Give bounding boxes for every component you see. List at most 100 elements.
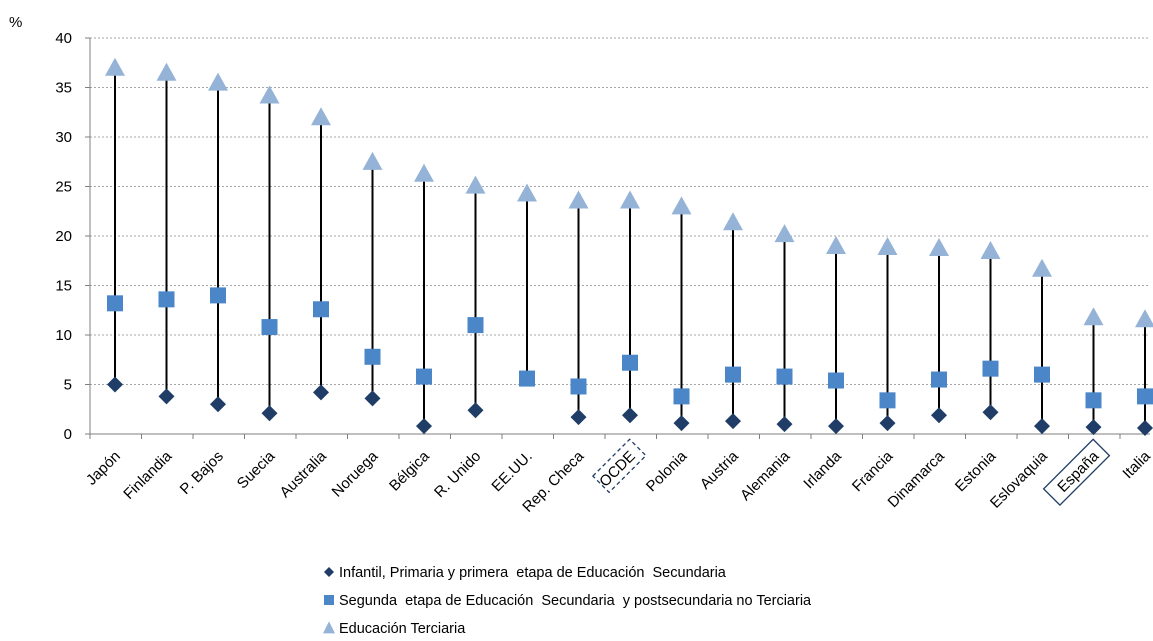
legend: Infantil, Primaria y primera etapa de Ed… [323, 565, 812, 637]
primary-marker [416, 418, 432, 435]
y-tick-label: 25 [55, 179, 72, 196]
x-tick-label: Polonia [643, 447, 691, 495]
legend-label-series-2: Segunda etapa de Educación Secundaria y … [339, 593, 812, 609]
legend-item-series-1: Infantil, Primaria y primera etapa de Ed… [324, 565, 727, 581]
primary-marker [828, 418, 844, 435]
x-tick-label: Japón [83, 448, 124, 489]
secondary-marker [1137, 388, 1153, 405]
y-tick-label: 15 [55, 278, 72, 295]
secondary-marker [416, 368, 432, 385]
highlight-box [591, 438, 647, 494]
tertiary-marker [259, 85, 280, 104]
y-tick-labels: 0 5 10 15 20 25 30 35 40 [55, 30, 90, 443]
primary-marker [1034, 418, 1050, 435]
secondary-marker [776, 368, 793, 385]
tertiary-marker [465, 175, 486, 194]
legend-item-series-2: Segunda etapa de Educación Secundaria y … [324, 593, 812, 609]
tertiary-marker [671, 196, 692, 215]
tertiary-marker [877, 236, 898, 255]
data-markers [105, 57, 1153, 437]
x-tick-label: EE.UU. [488, 448, 535, 495]
x-tick-label: Dinamarca [885, 447, 949, 511]
secondary-marker [107, 295, 123, 312]
y-axis-label: % [9, 14, 22, 31]
primary-marker [982, 404, 999, 421]
tertiary-marker [105, 57, 125, 76]
legend-diamond-marker [324, 567, 334, 577]
primary-marker [313, 384, 329, 401]
x-tick-label: Alemania [737, 447, 794, 504]
tertiary-marker [1135, 309, 1153, 328]
tertiary-marker [774, 224, 795, 243]
primary-marker [570, 409, 587, 426]
x-tick-label: Bélgica [386, 447, 433, 494]
x-tick-label: Estonia [952, 447, 1000, 495]
secondary-marker [519, 370, 535, 387]
y-tick-label: 20 [55, 228, 72, 245]
primary-marker [879, 415, 896, 432]
primary-marker [107, 376, 123, 393]
tertiary-marker [980, 240, 1001, 259]
legend-item-series-3: Educación Terciaria [323, 621, 466, 637]
legend-label-series-1: Infantil, Primaria y primera etapa de Ed… [339, 565, 727, 581]
primary-marker [210, 396, 226, 413]
secondary-marker [828, 372, 844, 389]
x-tick-label: Noruega [329, 447, 382, 500]
tertiary-marker [517, 183, 537, 202]
x-tick-label: Australia [277, 447, 331, 501]
y-tick-label: 10 [55, 327, 72, 344]
tertiary-marker [826, 236, 846, 254]
primary-marker [725, 413, 741, 430]
y-tick-label: 5 [64, 377, 72, 394]
x-tick-label: Italia [1119, 447, 1153, 482]
secondary-marker [313, 301, 329, 318]
axes [89, 38, 1150, 439]
secondary-marker [261, 319, 278, 336]
secondary-marker [982, 360, 999, 377]
secondary-marker [931, 371, 947, 388]
secondary-marker [1034, 366, 1050, 383]
secondary-marker [158, 291, 175, 308]
secondary-marker [622, 354, 638, 371]
tertiary-marker [1083, 307, 1104, 326]
y-tick-label: 30 [55, 129, 72, 146]
tertiary-marker [620, 190, 640, 209]
x-tick-label: Finlandia [120, 447, 176, 503]
y-tick-label: 0 [64, 426, 72, 443]
primary-marker [364, 390, 381, 407]
x-tick-label: Suecia [234, 447, 279, 492]
secondary-marker [364, 348, 381, 365]
x-tick-label: Francia [849, 447, 897, 495]
secondary-marker [673, 388, 690, 405]
legend-square-marker [324, 595, 334, 605]
primary-marker [622, 407, 638, 424]
x-tick-label: Austria [697, 447, 742, 492]
y-tick-label: 35 [55, 80, 72, 97]
primary-marker [776, 416, 793, 433]
primary-marker [261, 405, 278, 422]
range-lines [114, 67, 1146, 429]
highlight-box [1042, 438, 1111, 507]
secondary-marker [210, 287, 226, 304]
tertiary-marker [723, 212, 743, 231]
secondary-marker [1085, 392, 1102, 409]
secondary-marker [467, 317, 484, 334]
tertiary-marker [311, 107, 331, 126]
secondary-marker [879, 392, 896, 409]
x-tick-label: P. Bajos [177, 448, 227, 498]
category-highlights [591, 438, 1111, 507]
x-tick-label: Irlanda [800, 447, 845, 492]
tertiary-marker [156, 62, 177, 81]
legend-label-series-3: Educación Terciaria [339, 621, 466, 637]
tertiary-marker [414, 163, 434, 182]
x-tick-label: R. Unido [431, 448, 484, 501]
primary-marker [1137, 420, 1153, 437]
primary-marker [467, 402, 484, 419]
primary-marker [158, 388, 175, 405]
y-tick-label: 40 [55, 30, 72, 47]
tertiary-marker [362, 151, 383, 170]
secondary-marker [725, 366, 741, 383]
tertiary-marker [208, 72, 228, 91]
